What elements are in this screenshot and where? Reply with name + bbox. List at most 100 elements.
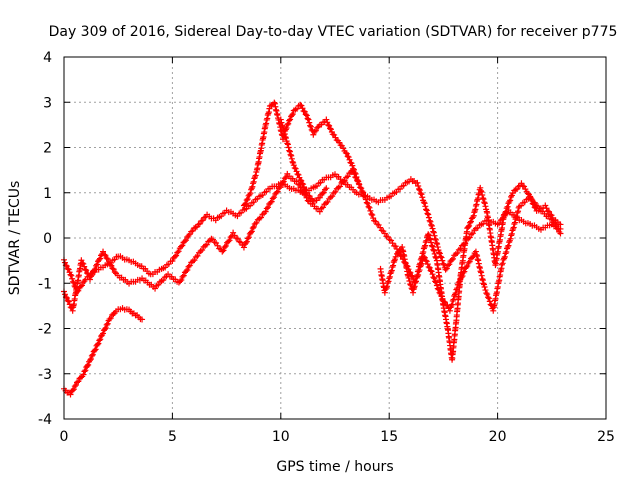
data-point	[94, 341, 101, 348]
data-point	[503, 245, 510, 252]
data-point	[106, 316, 113, 323]
data-point	[421, 200, 428, 207]
data-point	[96, 256, 103, 263]
data-point	[449, 297, 456, 304]
data-point	[440, 260, 447, 267]
data-point	[360, 189, 367, 196]
data-point	[407, 282, 414, 289]
data-point	[283, 135, 290, 142]
data-point	[279, 123, 286, 130]
data-point	[469, 230, 476, 237]
data-point	[367, 207, 374, 214]
data-point	[301, 108, 308, 115]
data-point	[466, 234, 473, 241]
data-point	[178, 277, 185, 284]
data-point	[466, 258, 473, 265]
data-point	[87, 356, 94, 363]
y-tick-label: 2	[43, 141, 52, 157]
data-point	[505, 242, 512, 249]
y-tick-label: 1	[43, 186, 52, 202]
data-point	[72, 382, 79, 389]
data-point	[465, 259, 472, 266]
data-point	[298, 102, 305, 109]
data-point	[366, 204, 373, 211]
data-point	[306, 192, 313, 199]
data-point	[480, 196, 487, 203]
data-point	[77, 283, 84, 290]
data-point	[289, 111, 296, 118]
data-point	[329, 131, 336, 138]
data-point	[423, 206, 430, 213]
axis-ticks: 0 5 10 15 20 25 -4 -3 -2 -1 0 1 2 3 4	[38, 50, 615, 445]
data-point	[430, 228, 437, 235]
data-point	[169, 258, 176, 265]
data-point	[299, 105, 306, 112]
data-point	[198, 218, 205, 225]
data-point	[485, 294, 492, 301]
data-point	[503, 248, 510, 255]
data-point	[242, 239, 249, 246]
data-point	[420, 199, 427, 206]
data-point	[88, 352, 95, 359]
data-point	[431, 250, 438, 257]
data-point	[343, 150, 350, 157]
data-point	[467, 218, 474, 225]
data-point	[297, 101, 304, 108]
data-point	[285, 144, 292, 151]
data-point	[557, 221, 564, 228]
data-point	[105, 258, 112, 265]
data-point	[179, 273, 186, 280]
data-point	[524, 190, 531, 197]
data-point	[500, 256, 507, 263]
data-point	[82, 266, 89, 273]
data-point	[292, 165, 299, 172]
data-point	[416, 187, 423, 194]
data-point	[422, 257, 429, 264]
data-point	[426, 217, 433, 224]
data-point	[428, 239, 435, 246]
data-points	[61, 99, 564, 398]
data-point	[91, 267, 98, 274]
data-point	[305, 116, 312, 123]
data-point	[465, 224, 472, 231]
data-point	[70, 279, 77, 286]
data-point	[436, 250, 443, 257]
data-point	[415, 182, 422, 189]
data-point	[179, 242, 186, 249]
data-point	[422, 242, 429, 249]
data-point	[344, 173, 351, 180]
data-point	[189, 227, 196, 234]
data-point	[85, 361, 92, 368]
data-point	[82, 367, 89, 374]
data-point	[251, 175, 258, 182]
data-point	[192, 224, 199, 231]
data-point	[481, 283, 488, 290]
data-point	[101, 251, 108, 258]
data-point	[92, 266, 99, 273]
data-point	[365, 203, 372, 210]
data-point	[477, 184, 484, 191]
data-point	[421, 244, 428, 251]
data-point	[284, 121, 291, 128]
data-point	[423, 258, 430, 265]
data-point	[353, 173, 360, 180]
data-point	[263, 205, 270, 212]
data-point	[511, 219, 518, 226]
data-point	[175, 248, 182, 255]
data-point	[181, 238, 188, 245]
data-point	[337, 142, 344, 149]
data-point	[78, 257, 85, 264]
data-point	[87, 276, 94, 283]
data-point	[89, 271, 96, 278]
data-point	[507, 197, 514, 204]
data-point	[546, 208, 553, 215]
data-point	[405, 274, 412, 281]
data-point	[273, 189, 280, 196]
data-point	[69, 275, 76, 282]
data-point	[426, 235, 433, 242]
data-point	[446, 307, 453, 314]
data-point	[519, 182, 526, 189]
data-point	[250, 180, 257, 187]
data-point	[306, 119, 313, 126]
data-point	[301, 186, 308, 193]
